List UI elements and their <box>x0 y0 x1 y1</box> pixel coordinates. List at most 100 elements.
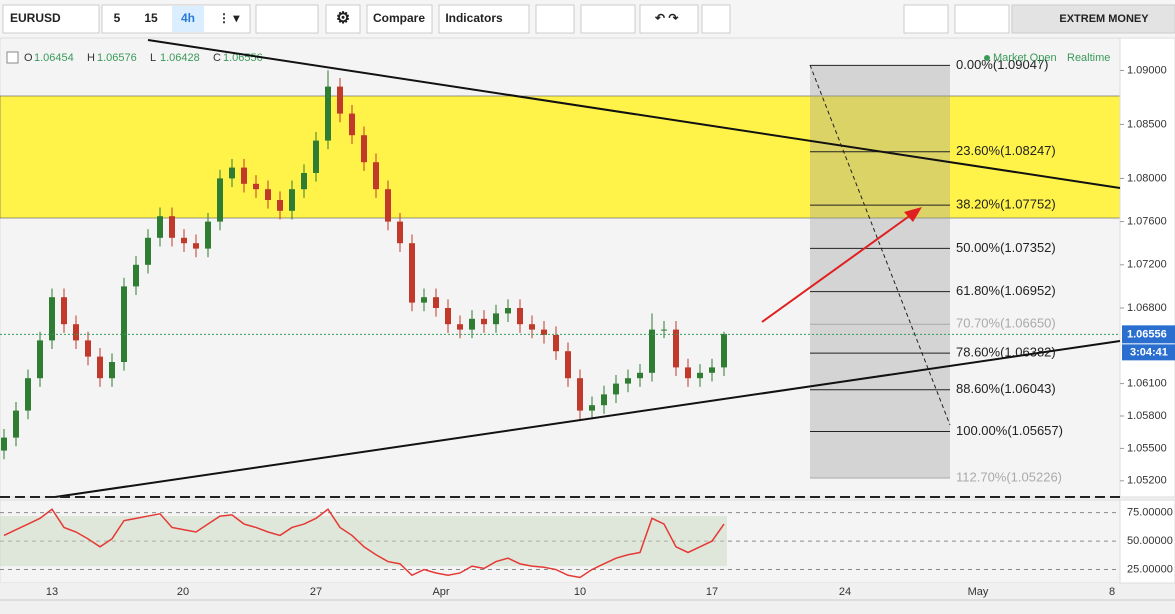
candle-body <box>433 297 439 308</box>
symbol-box[interactable] <box>2 4 100 34</box>
y-tick-label: 1.05800 <box>1127 410 1167 422</box>
candle-body <box>721 333 727 368</box>
osc-axis <box>1119 499 1175 584</box>
candle-body <box>397 221 403 244</box>
x-tick-label: 24 <box>839 586 851 598</box>
collapse-box[interactable] <box>6 51 19 64</box>
fullscreen[interactable] <box>701 4 731 34</box>
ohlc-label: H <box>87 52 95 64</box>
candle-body <box>373 162 379 190</box>
chart-style[interactable] <box>255 4 319 34</box>
candle-body <box>229 167 235 179</box>
interval[interactable]: 15 <box>144 11 158 25</box>
candle-body <box>97 356 103 379</box>
candle-body <box>145 237 151 265</box>
x-tick-label: 13 <box>46 586 58 598</box>
fib-label: 112.70%(1.05226) <box>956 469 1062 484</box>
account: EXTREM MONEY <box>1059 13 1149 25</box>
candle-body <box>589 405 595 411</box>
candle-body <box>577 378 583 411</box>
market-status: Market Open <box>993 52 1057 64</box>
y-tick-label: 1.07600 <box>1127 216 1167 228</box>
fib-diagonal <box>809 64 951 426</box>
x-tick-label: 20 <box>177 586 189 598</box>
ohlc-value: 1.06454 <box>34 52 74 64</box>
x-tick-label: 8 <box>1109 586 1115 598</box>
toolbar-items: EURUSD 5 15 4h ⋮ ▾ ⚙ Compare Indicators … <box>2 4 1175 34</box>
ohlc-value: 1.06576 <box>97 52 137 64</box>
fib-label: 88.60%(1.06043) <box>956 381 1056 396</box>
chart-layer: O 1.06454 H 1.06576 L 1.06428 C 1.065561.090001… <box>0 37 1175 598</box>
candle-body <box>313 140 319 173</box>
candle-body <box>205 221 211 249</box>
osc-line <box>3 508 725 579</box>
fib-label: 78.60%(1.06382) <box>956 345 1056 360</box>
ohlc-label: C <box>213 52 221 64</box>
fib-label: 100.00%(1.05657) <box>956 423 1063 438</box>
candle-body <box>109 362 115 379</box>
candle-body <box>13 410 19 438</box>
candle-body <box>49 297 55 341</box>
status-dot <box>984 55 990 61</box>
y-tick-label: 1.08000 <box>1127 172 1167 184</box>
candle-body <box>469 318 475 330</box>
candle-body <box>1 437 7 451</box>
x-tick-label: May <box>968 586 989 598</box>
candle-body <box>445 308 451 325</box>
idea-button[interactable] <box>580 4 636 34</box>
y-tick-label: 1.08500 <box>1127 118 1167 130</box>
candle-body <box>601 394 607 406</box>
candle-body <box>673 329 679 368</box>
candle-body <box>565 351 571 379</box>
candle-body <box>157 216 163 238</box>
candle-body <box>301 173 307 190</box>
account-button[interactable] <box>1011 4 1175 34</box>
fib-label: 61.80%(1.06952) <box>956 283 1056 298</box>
candle-body <box>661 329 667 331</box>
cloud-button[interactable] <box>954 4 1010 34</box>
ohlc-label: L <box>150 52 156 64</box>
layout-button[interactable] <box>903 4 949 34</box>
candle-body <box>493 313 499 325</box>
more[interactable]: ⋮ ▾ <box>218 11 240 25</box>
settings[interactable] <box>325 4 361 34</box>
ohlc-value: 1.06556 <box>223 52 263 64</box>
candle-body <box>241 167 247 184</box>
fib-label: 50.00%(1.07352) <box>956 240 1056 255</box>
fib-label: 70.70%(1.06650) <box>956 316 1056 331</box>
candle-body <box>625 378 631 384</box>
active-interval <box>172 6 204 32</box>
candle-body <box>541 329 547 335</box>
undo-redo[interactable] <box>639 4 699 34</box>
alert-button[interactable] <box>535 4 575 34</box>
indicators-button[interactable] <box>438 4 530 34</box>
ohlc-label: O <box>24 52 33 64</box>
candle-body <box>181 237 187 244</box>
candle-body <box>637 372 643 379</box>
y-tick-label: 1.06800 <box>1127 302 1167 314</box>
arrow-head <box>904 207 922 222</box>
fib-label: 0.00%(1.09047) <box>956 57 1049 72</box>
candle-body <box>193 243 199 249</box>
last-price-box <box>1122 325 1175 344</box>
candle-body <box>649 329 655 373</box>
candle-body <box>73 324 79 341</box>
candle-body <box>697 372 703 379</box>
candle-body <box>685 367 691 379</box>
candle-body <box>709 367 715 373</box>
candle-body <box>289 189 295 211</box>
y-tick-label: 1.07200 <box>1127 259 1167 271</box>
interval[interactable]: 5 <box>114 11 121 25</box>
compare-button[interactable] <box>366 4 433 34</box>
candle-body <box>337 86 343 114</box>
candle-body <box>217 178 223 222</box>
interval[interactable]: 4h <box>181 11 195 25</box>
time-axis <box>0 583 1175 614</box>
supply-zone <box>0 95 1121 219</box>
countdown: 3:04:41 <box>1130 346 1168 358</box>
x-tick-label: Apr <box>432 586 449 598</box>
candle-body <box>85 340 91 357</box>
trend-line-upper <box>147 39 1121 189</box>
candle-body <box>325 86 331 141</box>
compare: Compare <box>373 11 425 25</box>
